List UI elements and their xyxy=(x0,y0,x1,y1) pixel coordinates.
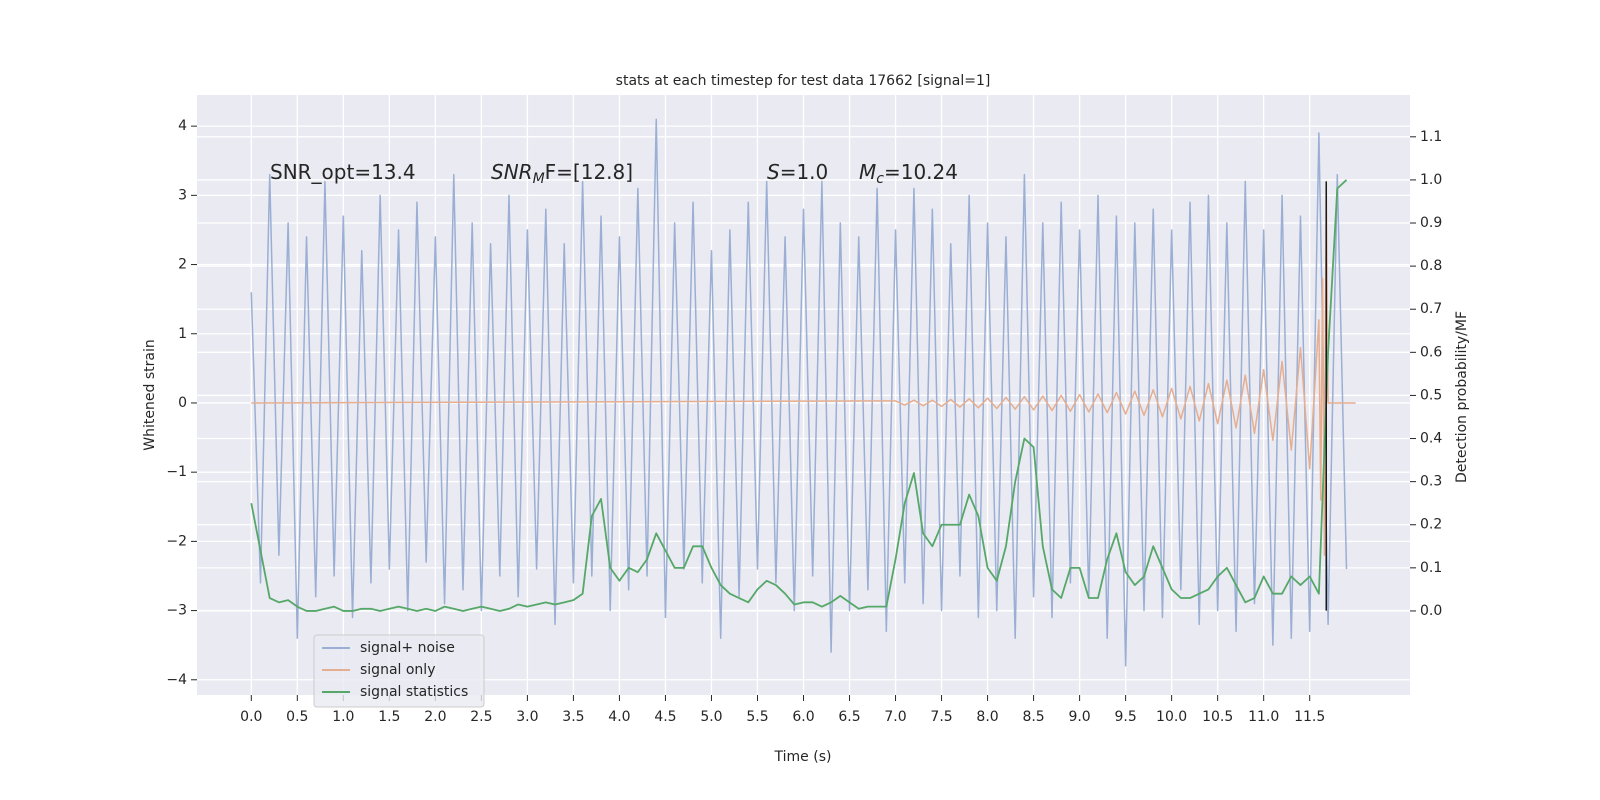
x-tick-label: 3.5 xyxy=(562,709,584,725)
x-tick-label: 9.5 xyxy=(1114,709,1136,725)
y2-axis-label: Detection probability/MF xyxy=(1454,311,1470,483)
x-tick-label: 10.0 xyxy=(1156,709,1187,725)
annotation-part: =1.0 xyxy=(780,160,829,184)
y-tick-label: 0 xyxy=(178,395,187,411)
x-tick-label: 6.0 xyxy=(792,709,814,725)
x-tick-label: 0.0 xyxy=(240,709,262,725)
x-tick-label: 11.0 xyxy=(1248,709,1279,725)
y2-tick-label: 1.0 xyxy=(1420,172,1442,188)
series-line xyxy=(251,180,1356,556)
y-tick-label: 4 xyxy=(178,118,187,134)
y2-tick-label: 0.5 xyxy=(1420,387,1442,403)
y2-tick-label: 0.3 xyxy=(1420,474,1442,490)
legend-label: signal+ noise xyxy=(360,640,455,656)
y2-tick-label: 1.1 xyxy=(1420,129,1442,145)
x-tick-label: 8.0 xyxy=(976,709,998,725)
y2-tick-label: 0.1 xyxy=(1420,560,1442,576)
annotation-part: =10.24 xyxy=(884,160,958,184)
y2-tick-label: 0.8 xyxy=(1420,258,1442,274)
x-tick-label: 7.0 xyxy=(884,709,906,725)
legend-label: signal statistics xyxy=(360,684,468,700)
series-line xyxy=(250,179,1348,612)
y-tick-label: −1 xyxy=(166,464,187,480)
y-tick-label: −4 xyxy=(166,672,187,688)
y-tick-label: −3 xyxy=(166,603,187,619)
x-tick-label: 5.0 xyxy=(700,709,722,725)
annotation-part: S xyxy=(767,160,780,184)
y-axis-label: Whitened strain xyxy=(142,339,158,450)
x-tick-label: 6.5 xyxy=(838,709,860,725)
annotation-part: SNR_opt=13.4 xyxy=(270,160,416,184)
y2-tick-label: 0.2 xyxy=(1420,517,1442,533)
x-tick-label: 9.0 xyxy=(1068,709,1090,725)
x-tick-label: 3.0 xyxy=(516,709,538,725)
x-tick-label: 1.5 xyxy=(378,709,400,725)
y2-tick-label: 0.0 xyxy=(1420,603,1442,619)
y2-tick-label: 0.6 xyxy=(1420,344,1442,360)
y2-tick-label: 0.9 xyxy=(1420,215,1442,231)
annotation: S=1.0 xyxy=(767,160,828,184)
y-tick-label: 3 xyxy=(178,187,187,203)
legend-label: signal only xyxy=(360,662,435,678)
annotation: Mc=10.24 xyxy=(859,160,958,188)
x-tick-label: 2.0 xyxy=(424,709,446,725)
annotation-part: M xyxy=(859,160,876,184)
x-tick-label: 1.0 xyxy=(332,709,354,725)
x-tick-label: 4.5 xyxy=(654,709,676,725)
series-line xyxy=(250,118,1348,667)
x-tick-label: 4.0 xyxy=(608,709,630,725)
x-tick-label: 2.5 xyxy=(470,709,492,725)
legend-box xyxy=(313,634,485,708)
annotation: SNR_opt=13.4 xyxy=(270,160,416,184)
x-tick-label: 7.5 xyxy=(930,709,952,725)
y-tick-label: 2 xyxy=(178,257,187,273)
annotation-part: c xyxy=(876,171,884,187)
annotation-part: SNR xyxy=(491,160,533,184)
y2-tick-label: 0.7 xyxy=(1420,301,1442,317)
y-tick-label: 1 xyxy=(178,326,187,342)
annotation-part: M xyxy=(533,171,545,187)
x-tick-label: 0.5 xyxy=(286,709,308,725)
y2-tick-label: 0.4 xyxy=(1420,431,1442,447)
y-tick-label: −2 xyxy=(166,533,187,549)
chart-title: stats at each timestep for test data 176… xyxy=(616,73,991,89)
annotation: SNRMF=[12.8] xyxy=(491,160,633,188)
x-tick-label: 5.5 xyxy=(746,709,768,725)
x-tick-label: 8.5 xyxy=(1022,709,1044,725)
x-tick-label: 11.5 xyxy=(1294,709,1325,725)
x-axis-label: Time (s) xyxy=(774,749,832,765)
annotation-part: F=[12.8] xyxy=(545,160,633,184)
x-tick-label: 10.5 xyxy=(1202,709,1233,725)
